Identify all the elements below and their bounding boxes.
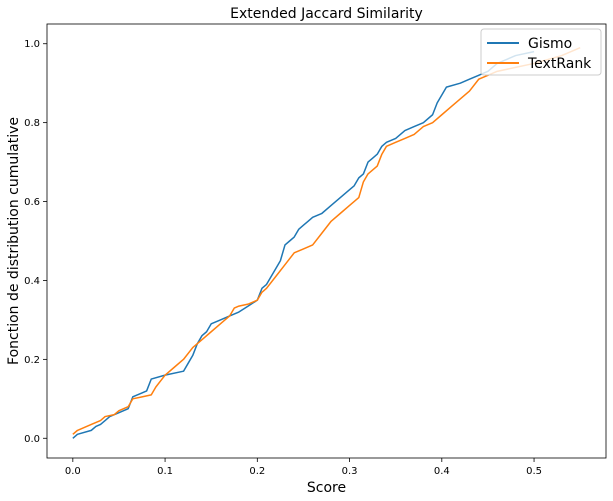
y-axis: 0.0 0.2 0.4 0.6 0.8 1.0 <box>24 39 47 445</box>
legend: Gismo TextRank <box>480 28 602 76</box>
x-tick-label: 0.4 <box>434 466 450 477</box>
y-tick-label: 0.6 <box>24 197 40 208</box>
y-tick-label: 1.0 <box>24 39 40 50</box>
y-axis-title: Fonction de distribution cumulative <box>6 117 22 365</box>
x-axis: 0.0 0.1 0.2 0.3 0.4 0.5 <box>65 458 542 477</box>
x-tick-label: 0.2 <box>249 466 265 477</box>
series-layer <box>72 46 581 439</box>
plot-area <box>46 23 607 459</box>
y-tick-label: 0.8 <box>24 118 40 129</box>
y-tick-label: 0.2 <box>24 355 40 366</box>
legend-label-textrank: TextRank <box>527 56 592 72</box>
y-tick-label: 0.4 <box>24 276 40 287</box>
x-tick-label: 0.0 <box>65 466 81 477</box>
series-line-gismo <box>72 50 535 439</box>
legend-label-gismo: Gismo <box>528 36 572 52</box>
x-tick-label: 0.1 <box>157 466 173 477</box>
x-tick-label: 0.3 <box>342 466 358 477</box>
x-axis-title: Score <box>307 480 346 496</box>
y-tick-label: 0.0 <box>24 434 40 445</box>
x-tick-label: 0.5 <box>526 466 542 477</box>
chart-title: Extended Jaccard Similarity <box>230 6 423 22</box>
series-line-textrank <box>72 46 581 435</box>
